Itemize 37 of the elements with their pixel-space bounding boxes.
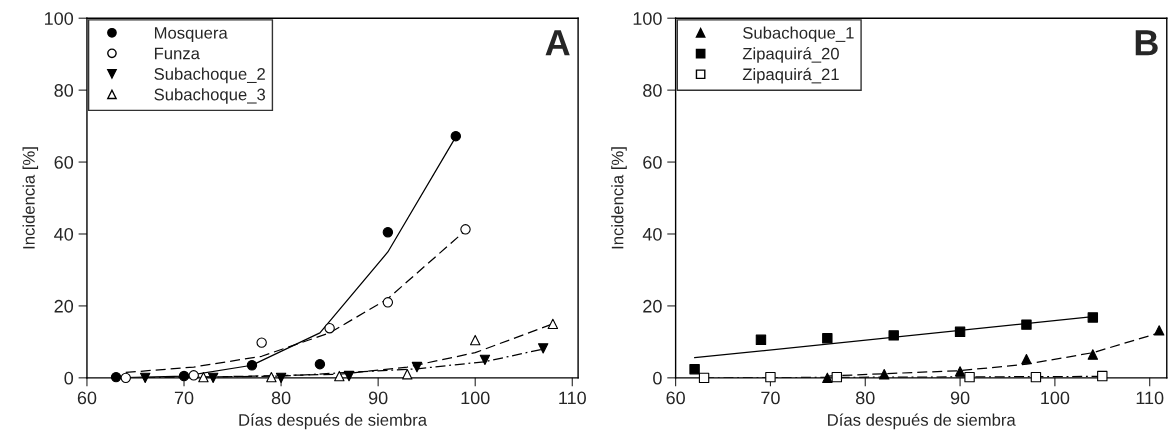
y-axis-title: Incidencia [%] bbox=[611, 147, 627, 249]
y-tick-label: 100 bbox=[45, 12, 74, 25]
x-tick-label: 60 bbox=[77, 391, 97, 405]
x-tick-label: 60 bbox=[666, 391, 685, 405]
y-tick-label: 60 bbox=[54, 155, 74, 169]
legend-label: Mosquera bbox=[154, 27, 228, 43]
legend-label: Subachoque_3 bbox=[154, 88, 266, 104]
x-tick-label: 100 bbox=[461, 391, 490, 405]
x-tick-label: 70 bbox=[761, 391, 780, 405]
y-tick-label: 80 bbox=[643, 84, 662, 97]
legend-label: Subachoque_1 bbox=[743, 26, 854, 43]
y-tick-label: 0 bbox=[653, 371, 662, 385]
x-axis-title: Días después de siembra bbox=[239, 413, 428, 430]
y-axis-title: Incidencia [%] bbox=[22, 147, 39, 249]
x-tick-label: 80 bbox=[271, 391, 291, 405]
legend-label: Subachoque_2 bbox=[154, 67, 265, 84]
y-tick-label: 100 bbox=[633, 12, 662, 25]
x-tick-label: 110 bbox=[559, 391, 586, 405]
x-tick-label: 80 bbox=[856, 391, 875, 405]
annotation: A bbox=[545, 30, 570, 56]
legend-label: Zipaquirá_20 bbox=[742, 47, 839, 63]
annotation: B bbox=[1135, 30, 1158, 56]
x-tick-label: 100 bbox=[1041, 391, 1070, 405]
x-axis-title: Días después de siembra bbox=[828, 413, 1016, 430]
x-tick-label: 90 bbox=[950, 391, 970, 405]
legend-label: Zipaquirá_21 bbox=[742, 67, 839, 84]
y-tick-label: 0 bbox=[64, 371, 74, 385]
y-tick-label: 20 bbox=[54, 299, 74, 313]
legend-label: Funza bbox=[154, 47, 200, 60]
y-tick-label: 40 bbox=[54, 227, 74, 241]
y-tick-label: 80 bbox=[54, 84, 74, 97]
y-tick-label: 40 bbox=[642, 227, 662, 241]
y-tick-label: 60 bbox=[643, 155, 662, 169]
x-tick-label: 70 bbox=[174, 391, 194, 405]
x-tick-label: 90 bbox=[368, 391, 388, 405]
y-tick-label: 20 bbox=[643, 299, 662, 313]
x-tick-label: 110 bbox=[1136, 391, 1164, 405]
